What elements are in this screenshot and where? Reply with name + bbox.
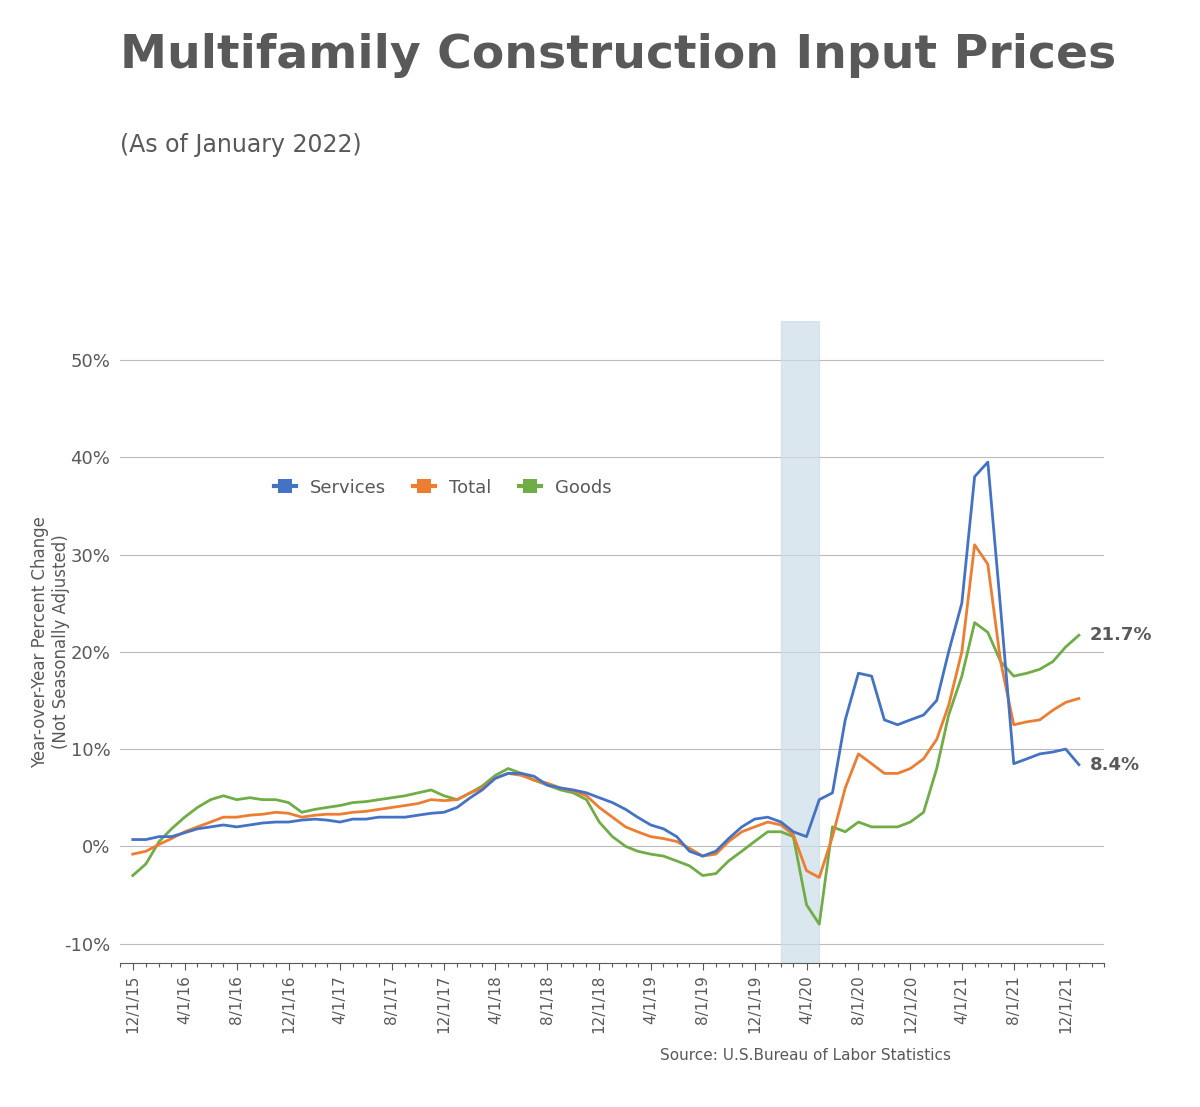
Text: 21.7%: 21.7% xyxy=(1090,627,1152,644)
Bar xyxy=(781,321,820,963)
Text: (As of January 2022): (As of January 2022) xyxy=(120,133,361,157)
Legend: Services, Total, Goods: Services, Total, Goods xyxy=(266,472,619,504)
Text: 8.4%: 8.4% xyxy=(1090,756,1140,774)
Text: Multifamily Construction Input Prices: Multifamily Construction Input Prices xyxy=(120,33,1116,79)
Text: Source: U.S.Bureau of Labor Statistics: Source: U.S.Bureau of Labor Statistics xyxy=(660,1047,952,1063)
Y-axis label: Year-over-Year Percent Change
(Not Seasonally Adjusted): Year-over-Year Percent Change (Not Seaso… xyxy=(31,516,70,768)
